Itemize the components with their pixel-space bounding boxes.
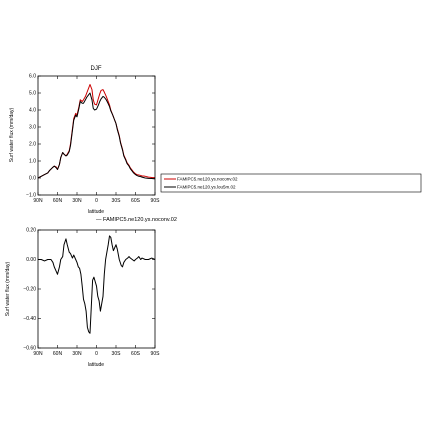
x-tick-label: 30N xyxy=(72,351,82,357)
y-tick-label: 5.0 xyxy=(29,91,36,97)
top-panel-y-axis-label: Surf water flux (mm/day) xyxy=(9,107,15,162)
x-tick-label: 90S xyxy=(151,351,161,357)
x-tick-label: 90N xyxy=(33,198,43,204)
top-panel-legend: FAMIPC5.ne120.ys.noconv.02 FAMIPC5.ne120… xyxy=(160,173,422,193)
bottom-panel-x-axis-label: latitude xyxy=(88,362,104,368)
bottom-panel-series-label: — FAMIPC5.ne120.ys.noconv.02 xyxy=(96,217,177,223)
legend-label-series-1: FAMIPC5.ne120.ys.noconv.02 xyxy=(177,177,238,182)
y-tick-label: 6.0 xyxy=(29,74,36,80)
x-tick-label: 60N xyxy=(53,198,63,204)
bottom-panel-series xyxy=(38,235,156,334)
x-tick-label: 0 xyxy=(95,198,98,204)
x-tick-label: 0 xyxy=(95,351,98,357)
y-tick-label: 4.0 xyxy=(29,108,36,114)
x-tick-label: 60S xyxy=(131,351,141,357)
y-tick-label: 1.0 xyxy=(29,159,36,165)
y-tick-label: 0.0 xyxy=(29,176,36,182)
x-tick-label: 30S xyxy=(112,351,122,357)
y-tick-label: −0.40 xyxy=(23,316,36,322)
legend-box xyxy=(160,173,422,193)
y-tick-label: 0.00 xyxy=(26,257,36,263)
series-line-2 xyxy=(37,92,156,180)
top-panel-title: DJF xyxy=(91,66,102,72)
x-tick-label: 90S xyxy=(151,198,161,204)
x-tick-label: 30N xyxy=(72,198,82,204)
y-tick-label: −0.20 xyxy=(23,287,36,293)
y-tick-label: 0.20 xyxy=(26,228,36,234)
bottom-panel-plot-frame xyxy=(37,229,156,349)
top-panel-ticks: 90N 60N 30N 0 30S 60S 90S −1.0 0.0 1.0 2.0 3.0 4.0 5.… xyxy=(26,74,160,204)
legend-label-series-2: FAMIPC5.ne120.ys.lou5m.02 xyxy=(177,185,236,190)
x-tick-label: 60S xyxy=(131,198,141,204)
x-tick-label: 60N xyxy=(53,351,63,357)
y-tick-label: 2.0 xyxy=(29,142,36,148)
top-panel: DJF 90N 60N 30N 0 30S 60S 90S −1.0 0.0 1.0 2.0 3.0 4… xyxy=(9,66,422,215)
top-panel-series xyxy=(37,84,156,180)
bottom-panel: — FAMIPC5.ne120.ys.noconv.02 90N 60N 30N 0 3… xyxy=(5,217,177,368)
y-tick-label: −1.0 xyxy=(26,193,36,199)
x-tick-label: 30S xyxy=(112,198,122,204)
x-tick-label: 90N xyxy=(33,351,43,357)
top-panel-plot-frame xyxy=(37,75,156,196)
bottom-panel-ticks: 90N 60N 30N 0 30S 60S 90S −0.60 −0.40 −0.20 0.00 0.… xyxy=(23,228,160,357)
y-tick-label: −0.60 xyxy=(23,346,36,352)
bottom-panel-y-axis-label: Surf water flux (mm/day) xyxy=(5,261,11,316)
top-panel-x-axis-label: latitude xyxy=(88,209,104,215)
y-tick-label: 3.0 xyxy=(29,125,36,131)
series-line-1 xyxy=(38,235,156,334)
